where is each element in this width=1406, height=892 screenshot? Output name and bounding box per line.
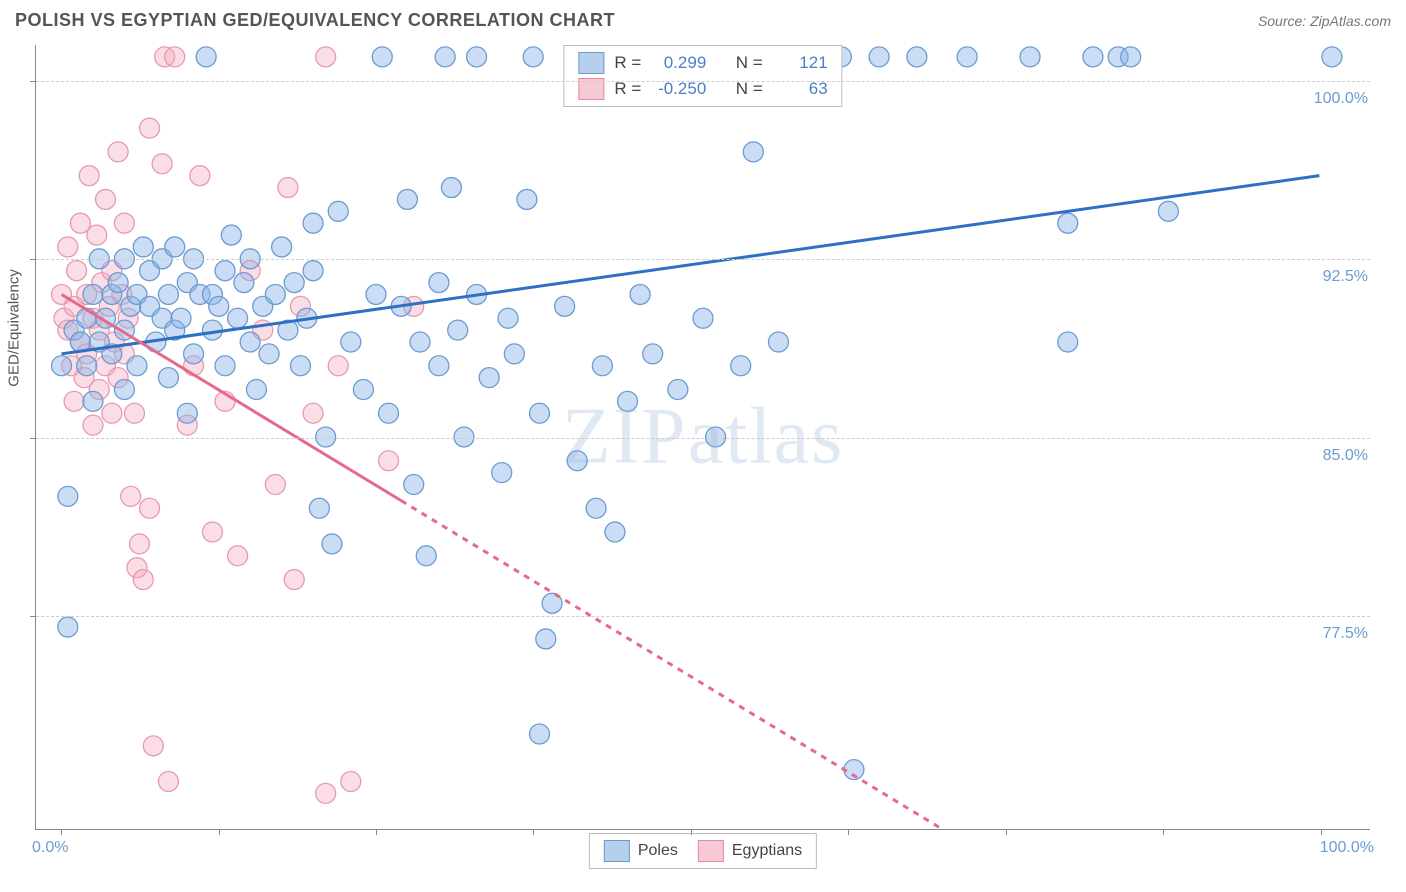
chart-title: POLISH VS EGYPTIAN GED/EQUIVALENCY CORRE…	[15, 10, 615, 31]
plot-area: GED/Equivalency ZIPatlas R = 0.299 N = 1…	[35, 45, 1370, 830]
poles-swatch-icon	[604, 840, 630, 862]
y-tick-label: 92.5%	[1319, 268, 1372, 286]
legend-item-poles: Poles	[604, 840, 678, 862]
y-axis-label: GED/Equivalency	[6, 269, 23, 387]
legend-label-egypt: Egyptians	[732, 842, 802, 860]
egypt-n-value: 63	[773, 79, 828, 99]
poles-r-value: 0.299	[651, 53, 706, 73]
y-tick-label: 77.5%	[1319, 625, 1372, 643]
y-tick-label: 100.0%	[1310, 90, 1372, 108]
poles-swatch-icon	[578, 52, 604, 74]
source-attribution: Source: ZipAtlas.com	[1258, 13, 1391, 29]
legend-box: Poles Egyptians	[589, 833, 817, 869]
legend-label-poles: Poles	[638, 842, 678, 860]
x-axis-max-label: 100.0%	[1320, 839, 1374, 857]
poles-n-value: 121	[773, 53, 828, 73]
egypt-swatch-icon	[698, 840, 724, 862]
y-tick-label: 85.0%	[1319, 447, 1372, 465]
x-axis-min-label: 0.0%	[32, 839, 68, 857]
stats-box: R = 0.299 N = 121 R = -0.250 N = 63	[563, 45, 842, 107]
stats-row-poles: R = 0.299 N = 121	[578, 52, 827, 74]
egypt-r-value: -0.250	[651, 79, 706, 99]
legend-item-egypt: Egyptians	[698, 840, 802, 862]
